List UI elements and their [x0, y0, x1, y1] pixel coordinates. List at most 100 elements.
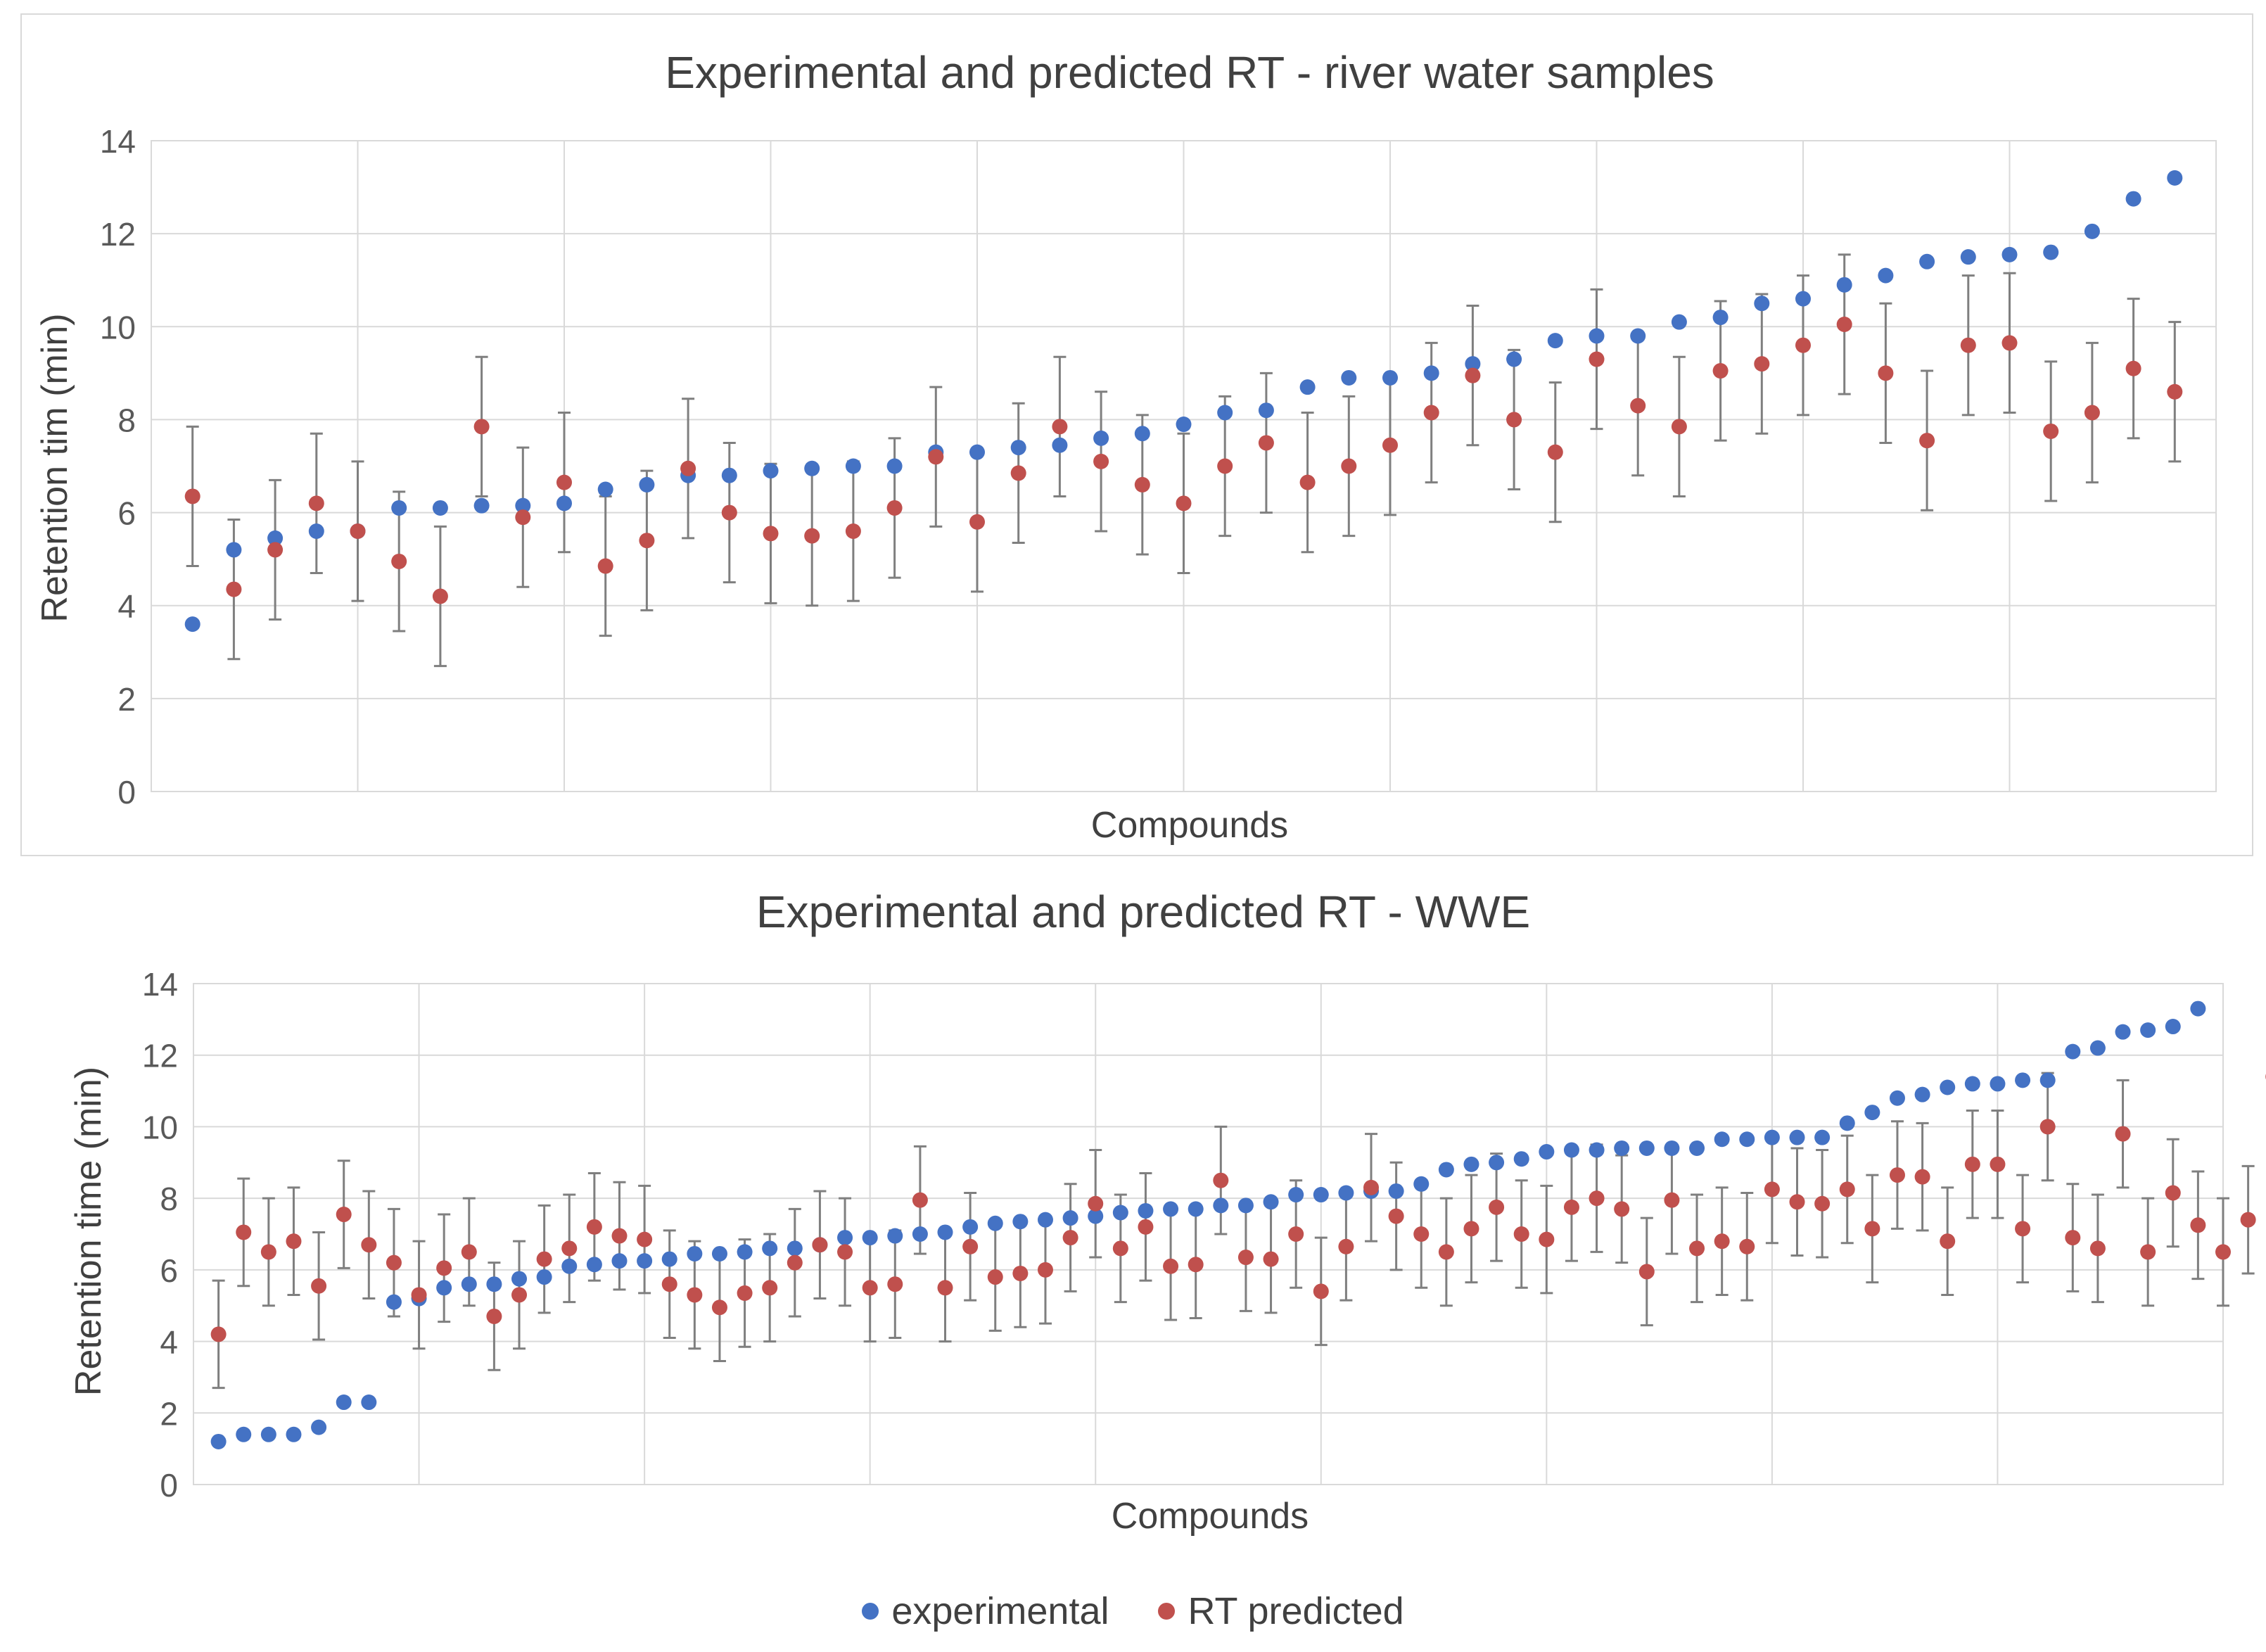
- experimental-point: [386, 1294, 402, 1310]
- experimental-point: [2140, 1022, 2156, 1038]
- predicted-point: [1138, 1219, 1154, 1235]
- predicted-point: [1914, 1169, 1930, 1185]
- legend-item-predicted: RT predicted: [1158, 1589, 1404, 1633]
- experimental-point: [536, 1269, 552, 1285]
- experimental-point: [1217, 405, 1233, 421]
- experimental-point: [436, 1280, 452, 1296]
- predicted-point: [511, 1287, 528, 1303]
- experimental-point: [1288, 1187, 1304, 1203]
- experimental-point: [1506, 351, 1522, 367]
- predicted-point: [411, 1287, 427, 1303]
- experimental-point: [2039, 1072, 2056, 1088]
- predicted-point: [1513, 1226, 1529, 1242]
- predicted-point: [1539, 1231, 1555, 1247]
- predicted-point: [1463, 1221, 1479, 1237]
- experimental-point: [639, 476, 655, 493]
- predicted-point: [2215, 1244, 2231, 1260]
- experimental-point: [1258, 402, 1274, 419]
- experimental-point: [432, 500, 448, 516]
- predicted-point: [1213, 1172, 1229, 1188]
- experimental-point: [837, 1230, 853, 1246]
- experimental-point: [1764, 1129, 1780, 1145]
- experimental-point: [763, 463, 779, 479]
- predicted-point: [637, 1231, 653, 1247]
- predicted-point: [804, 528, 820, 544]
- predicted-point: [1630, 398, 1646, 414]
- experimental-point: [308, 523, 324, 539]
- experimental-point: [1547, 333, 1563, 349]
- experimental-point: [887, 1228, 903, 1244]
- experimental-point: [1010, 440, 1026, 456]
- predicted-point: [1313, 1283, 1329, 1300]
- experimental-point: [987, 1215, 1003, 1231]
- predicted-point: [1506, 412, 1522, 428]
- experimental-point: [2043, 244, 2059, 260]
- predicted-point: [837, 1244, 853, 1260]
- experimental-point: [1037, 1212, 1053, 1228]
- predicted-point: [969, 514, 985, 530]
- experimental-point: [1940, 1079, 1956, 1095]
- y-axis-label: Retention tim (min): [34, 313, 75, 622]
- predicted-point: [586, 1219, 602, 1235]
- y-tick-label: 14: [100, 123, 136, 160]
- experimental-point: [1889, 1090, 1905, 1106]
- experimental-point: [486, 1276, 502, 1292]
- predicted-point: [2084, 405, 2100, 421]
- experimental-point: [1382, 369, 1398, 386]
- predicted-point: [1382, 437, 1398, 453]
- predicted-point: [1413, 1226, 1430, 1242]
- experimental-point: [1754, 296, 1770, 312]
- experimental-point: [1088, 1208, 1104, 1224]
- chart-frame-top: [20, 13, 2253, 856]
- predicted-point: [1712, 363, 1729, 379]
- predicted-point: [1237, 1250, 1254, 1266]
- experimental-point: [1423, 365, 1439, 381]
- predicted-point: [597, 558, 613, 574]
- experimental-point: [637, 1253, 653, 1269]
- predicted-point: [1012, 1265, 1029, 1281]
- experimental-point: [912, 1226, 928, 1242]
- predicted-point: [336, 1207, 352, 1223]
- predicted-point: [1423, 405, 1439, 421]
- predicted-point: [486, 1308, 502, 1324]
- predicted-point: [2043, 423, 2059, 439]
- experimental-point: [1839, 1115, 1855, 1131]
- experimental-point: [361, 1394, 377, 1411]
- predicted-point: [1489, 1199, 1505, 1215]
- experimental-point: [1513, 1151, 1529, 1167]
- experimental-point: [711, 1245, 727, 1262]
- predicted-point: [1217, 458, 1233, 474]
- y-tick-label: 8: [117, 402, 136, 438]
- legend-marker-experimental: [862, 1603, 879, 1620]
- legend: experimental RT predicted: [0, 1583, 2266, 1639]
- experimental-point: [1964, 1076, 1980, 1092]
- predicted-point: [680, 460, 696, 476]
- predicted-point: [226, 581, 242, 597]
- predicted-point: [2039, 1119, 2056, 1135]
- predicted-point: [1388, 1208, 1404, 1224]
- predicted-point: [1836, 316, 1852, 332]
- predicted-point: [1338, 1238, 1354, 1254]
- predicted-point: [687, 1287, 703, 1303]
- experimental-point: [1188, 1201, 1204, 1217]
- predicted-point: [1919, 433, 1935, 449]
- experimental-point: [1163, 1201, 1179, 1217]
- predicted-point: [1614, 1201, 1630, 1217]
- predicted-point: [2240, 1212, 2256, 1228]
- experimental-point: [1093, 430, 1109, 446]
- experimental-point: [2065, 1043, 2081, 1060]
- experimental-point: [260, 1426, 276, 1442]
- experimental-point: [1712, 310, 1729, 326]
- predicted-point: [721, 504, 737, 521]
- predicted-point: [1739, 1238, 1755, 1254]
- predicted-point: [845, 523, 861, 539]
- experimental-point: [515, 497, 531, 514]
- predicted-point: [937, 1280, 953, 1296]
- predicted-point: [912, 1192, 928, 1208]
- predicted-point: [1363, 1179, 1380, 1195]
- experimental-point: [737, 1244, 753, 1260]
- predicted-point: [787, 1254, 803, 1271]
- predicted-point: [1288, 1226, 1304, 1242]
- experimental-point: [1134, 426, 1150, 442]
- experimental-point: [267, 530, 284, 546]
